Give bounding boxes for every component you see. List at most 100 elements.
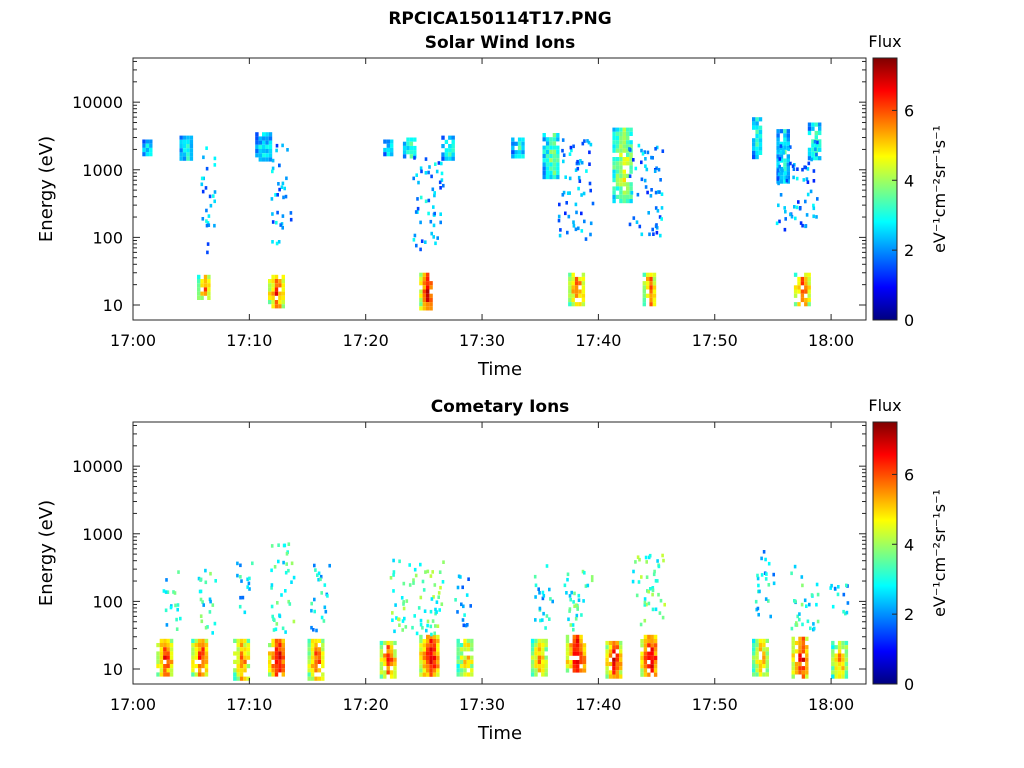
heatmap-cell	[470, 655, 474, 660]
heatmap-cell	[615, 136, 620, 141]
heatmap-cell	[395, 616, 398, 620]
heatmap-cell	[265, 149, 269, 154]
heatmap-cell	[278, 187, 281, 192]
heatmap-cell	[758, 138, 763, 143]
heatmap-cell	[556, 166, 560, 171]
heatmap-cell	[427, 198, 431, 203]
heatmap-cell	[588, 181, 592, 186]
heatmap-cell	[807, 302, 811, 307]
heatmap-cell	[552, 145, 557, 150]
heatmap-cell	[758, 134, 763, 139]
heatmap-cell	[435, 610, 438, 614]
heatmap-cell	[797, 200, 800, 204]
heatmap-cell	[542, 145, 546, 150]
heatmap-cell	[831, 649, 835, 654]
heatmap-cell	[409, 141, 414, 146]
heatmap-cell	[752, 655, 756, 660]
heatmap-cell	[463, 655, 467, 660]
heatmap-cell	[281, 655, 285, 660]
heatmap-cell	[612, 178, 616, 183]
heatmap-cell	[156, 643, 160, 648]
heatmap-cell	[647, 211, 650, 215]
heatmap-cell	[275, 241, 279, 246]
heatmap-cell	[752, 146, 756, 151]
heatmap-cell	[572, 651, 576, 656]
heatmap-cell	[456, 585, 460, 590]
heatmap-cell	[456, 672, 460, 677]
heatmap-cell	[246, 638, 251, 643]
heatmap-cell	[575, 613, 579, 618]
heatmap-cell	[634, 560, 637, 564]
heatmap-cell	[654, 607, 658, 612]
panel-cometary: Cometary Ions 17:00 17:10 17:20 17:30 17:40 1…	[36, 396, 949, 744]
heatmap-cell	[397, 617, 400, 621]
heatmap-cell	[810, 593, 814, 597]
heatmap-cell	[643, 597, 647, 601]
heatmap-cell	[805, 657, 809, 662]
heatmap-cell	[834, 674, 838, 679]
heatmap-cell	[214, 579, 217, 583]
heatmap-cell	[545, 149, 550, 154]
heatmap-cell	[762, 647, 766, 652]
heatmap-cell	[307, 647, 311, 652]
heatmap-cell	[658, 215, 662, 219]
heatmap-cell	[811, 139, 815, 144]
heatmap-cell	[548, 617, 551, 621]
heatmap-cell	[281, 181, 285, 186]
heatmap-cell	[541, 647, 545, 652]
heatmap-cell	[514, 141, 518, 146]
heatmap-cell	[587, 140, 591, 145]
heatmap-cell	[619, 136, 623, 141]
heatmap-cell	[514, 150, 518, 155]
heatmap-cell	[448, 148, 452, 153]
heatmap-cell	[562, 159, 565, 164]
heatmap-cell	[657, 592, 660, 597]
heatmap-cell	[637, 580, 641, 584]
heatmap-cell	[615, 661, 619, 667]
heatmap-cell	[622, 127, 626, 132]
heatmap-cell	[812, 169, 816, 173]
heatmap-cell	[576, 660, 580, 665]
heatmap-cell	[651, 607, 655, 612]
heatmap-cell	[782, 151, 785, 155]
heatmap-cell	[289, 217, 293, 222]
heatmap-cell	[470, 643, 474, 648]
heatmap-cell	[834, 666, 838, 671]
heatmap-cell	[268, 672, 272, 677]
heatmap-cell	[419, 302, 423, 307]
heatmap-cell	[239, 659, 244, 664]
heatmap-cell	[752, 647, 756, 652]
heatmap-cell	[419, 276, 423, 282]
heatmap-cell	[798, 645, 802, 650]
heatmap-cell	[575, 603, 578, 607]
heatmap-cell	[588, 162, 591, 166]
heatmap-cell	[198, 647, 202, 652]
heatmap-cell	[643, 639, 648, 644]
heatmap-cell	[268, 283, 272, 288]
heatmap-cell	[615, 640, 619, 646]
heatmap-cell	[795, 621, 798, 625]
heatmap-cell	[177, 570, 180, 574]
heatmap-cell	[619, 199, 623, 204]
heatmap-cell	[542, 162, 546, 167]
heatmap-cell	[419, 664, 423, 669]
heatmap-cell	[765, 651, 769, 656]
heatmap-cell	[815, 152, 818, 157]
heatmap-cell	[574, 302, 579, 307]
heatmap-cell	[795, 176, 799, 181]
heatmap-cell	[566, 577, 569, 582]
heatmap-cell	[549, 166, 553, 171]
heatmap-cell	[798, 653, 802, 658]
heatmap-cell	[530, 664, 535, 669]
heatmap-cell	[162, 589, 166, 593]
heatmap-cell	[545, 175, 550, 180]
heatmap-cell	[470, 668, 474, 673]
heatmap-cell	[204, 625, 208, 630]
heatmap-cell	[271, 166, 275, 171]
heatmap-cell	[393, 674, 397, 679]
heatmap-cell	[643, 672, 648, 677]
heatmap-cell	[274, 664, 279, 669]
heatmap-cell	[422, 289, 426, 294]
heatmap-cell	[615, 161, 620, 166]
heatmap-cell	[419, 595, 423, 600]
